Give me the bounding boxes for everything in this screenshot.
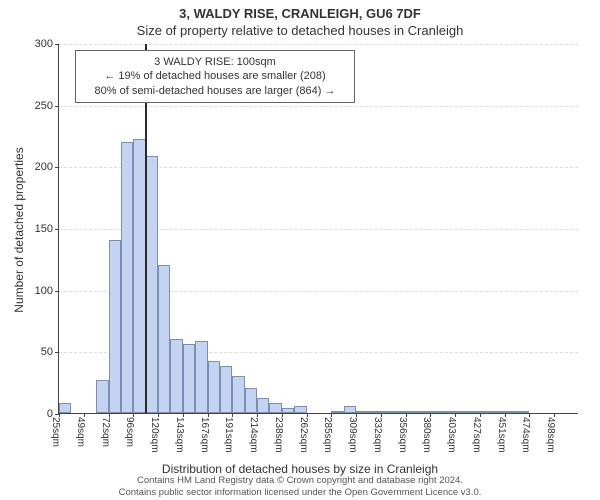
histogram-bar xyxy=(369,411,381,413)
histogram-bar xyxy=(269,403,281,413)
histogram-bar xyxy=(517,411,529,413)
y-axis-label: Number of detached properties xyxy=(12,147,26,312)
y-tick-label: 50 xyxy=(41,346,53,358)
y-tick-label: 250 xyxy=(35,100,53,112)
histogram-bar xyxy=(393,411,405,413)
y-tick-label: 200 xyxy=(35,161,53,173)
histogram-bar xyxy=(158,265,170,413)
histogram-bar xyxy=(480,411,492,413)
footer: Contains HM Land Registry data © Crown c… xyxy=(0,475,600,498)
y-tick-mark xyxy=(55,291,59,292)
gridline xyxy=(59,106,578,107)
x-tick-label: 451sqm xyxy=(496,417,507,453)
y-tick-label: 100 xyxy=(35,285,53,297)
y-tick-mark xyxy=(55,229,59,230)
x-tick-label: 25sqm xyxy=(50,417,61,447)
annotation-line1: 3 WALDY RISE: 100sqm xyxy=(84,55,346,69)
x-tick-label: 167sqm xyxy=(199,417,210,453)
x-axis-label: Distribution of detached houses by size … xyxy=(0,462,600,476)
histogram-bar xyxy=(406,411,418,413)
histogram-bar xyxy=(133,139,145,413)
histogram-bar xyxy=(356,411,368,413)
histogram-bar xyxy=(455,411,467,413)
x-tick-label: 191sqm xyxy=(223,417,234,453)
histogram-bar xyxy=(245,388,257,413)
y-tick-mark xyxy=(55,44,59,45)
annotation-line3: 80% of semi-detached houses are larger (… xyxy=(84,84,346,98)
gridline xyxy=(59,44,578,45)
histogram-bar xyxy=(418,411,430,413)
histogram-bar xyxy=(146,156,158,413)
histogram-bar xyxy=(468,411,480,413)
x-tick-label: 238sqm xyxy=(273,417,284,453)
x-tick-label: 120sqm xyxy=(149,417,160,453)
x-tick-label: 403sqm xyxy=(446,417,457,453)
histogram-bar xyxy=(59,403,71,413)
x-tick-label: 474sqm xyxy=(520,417,531,453)
y-tick-mark xyxy=(55,167,59,168)
histogram-bar xyxy=(232,376,244,413)
y-tick-mark xyxy=(55,106,59,107)
x-tick-label: 143sqm xyxy=(174,417,185,453)
y-tick-label: 150 xyxy=(35,223,53,235)
histogram-bar xyxy=(183,344,195,413)
histogram-bar xyxy=(208,361,220,413)
histogram-bar xyxy=(331,411,343,413)
x-tick-label: 309sqm xyxy=(347,417,358,453)
histogram-bar xyxy=(257,398,269,413)
y-tick-label: 300 xyxy=(35,38,53,50)
x-tick-label: 285sqm xyxy=(322,417,333,453)
x-tick-label: 49sqm xyxy=(75,417,86,447)
histogram-bar xyxy=(195,341,207,413)
x-tick-label: 214sqm xyxy=(248,417,259,453)
histogram-bar xyxy=(443,411,455,413)
x-tick-label: 427sqm xyxy=(471,417,482,453)
x-tick-label: 356sqm xyxy=(397,417,408,453)
x-tick-label: 72sqm xyxy=(100,417,111,447)
histogram-bar xyxy=(109,240,121,413)
annotation-box: 3 WALDY RISE: 100sqm ← 19% of detached h… xyxy=(75,50,355,103)
x-tick-label: 332sqm xyxy=(372,417,383,453)
histogram-bar xyxy=(344,406,356,413)
title-address: 3, WALDY RISE, CRANLEIGH, GU6 7DF xyxy=(0,0,600,21)
footer-line2: Contains public sector information licen… xyxy=(0,487,600,498)
x-tick-label: 96sqm xyxy=(124,417,135,447)
annotation-line2: ← 19% of detached houses are smaller (20… xyxy=(84,69,346,83)
histogram-bar xyxy=(492,411,504,413)
histogram-bar xyxy=(282,408,294,413)
x-tick-label: 498sqm xyxy=(545,417,556,453)
histogram-bar xyxy=(220,366,232,413)
histogram-bar xyxy=(170,339,182,413)
title-subtitle: Size of property relative to detached ho… xyxy=(0,21,600,38)
histogram-bar xyxy=(381,411,393,413)
histogram-bar xyxy=(430,411,442,413)
histogram-bar xyxy=(121,142,133,413)
x-tick-label: 262sqm xyxy=(298,417,309,453)
footer-line1: Contains HM Land Registry data © Crown c… xyxy=(0,475,600,486)
histogram-bar xyxy=(96,380,108,413)
x-tick-label: 380sqm xyxy=(421,417,432,453)
histogram-bar xyxy=(505,411,517,413)
chart-container: 05010015020025030025sqm49sqm72sqm96sqm12… xyxy=(58,44,578,414)
y-tick-mark xyxy=(55,352,59,353)
histogram-bar xyxy=(294,406,306,413)
